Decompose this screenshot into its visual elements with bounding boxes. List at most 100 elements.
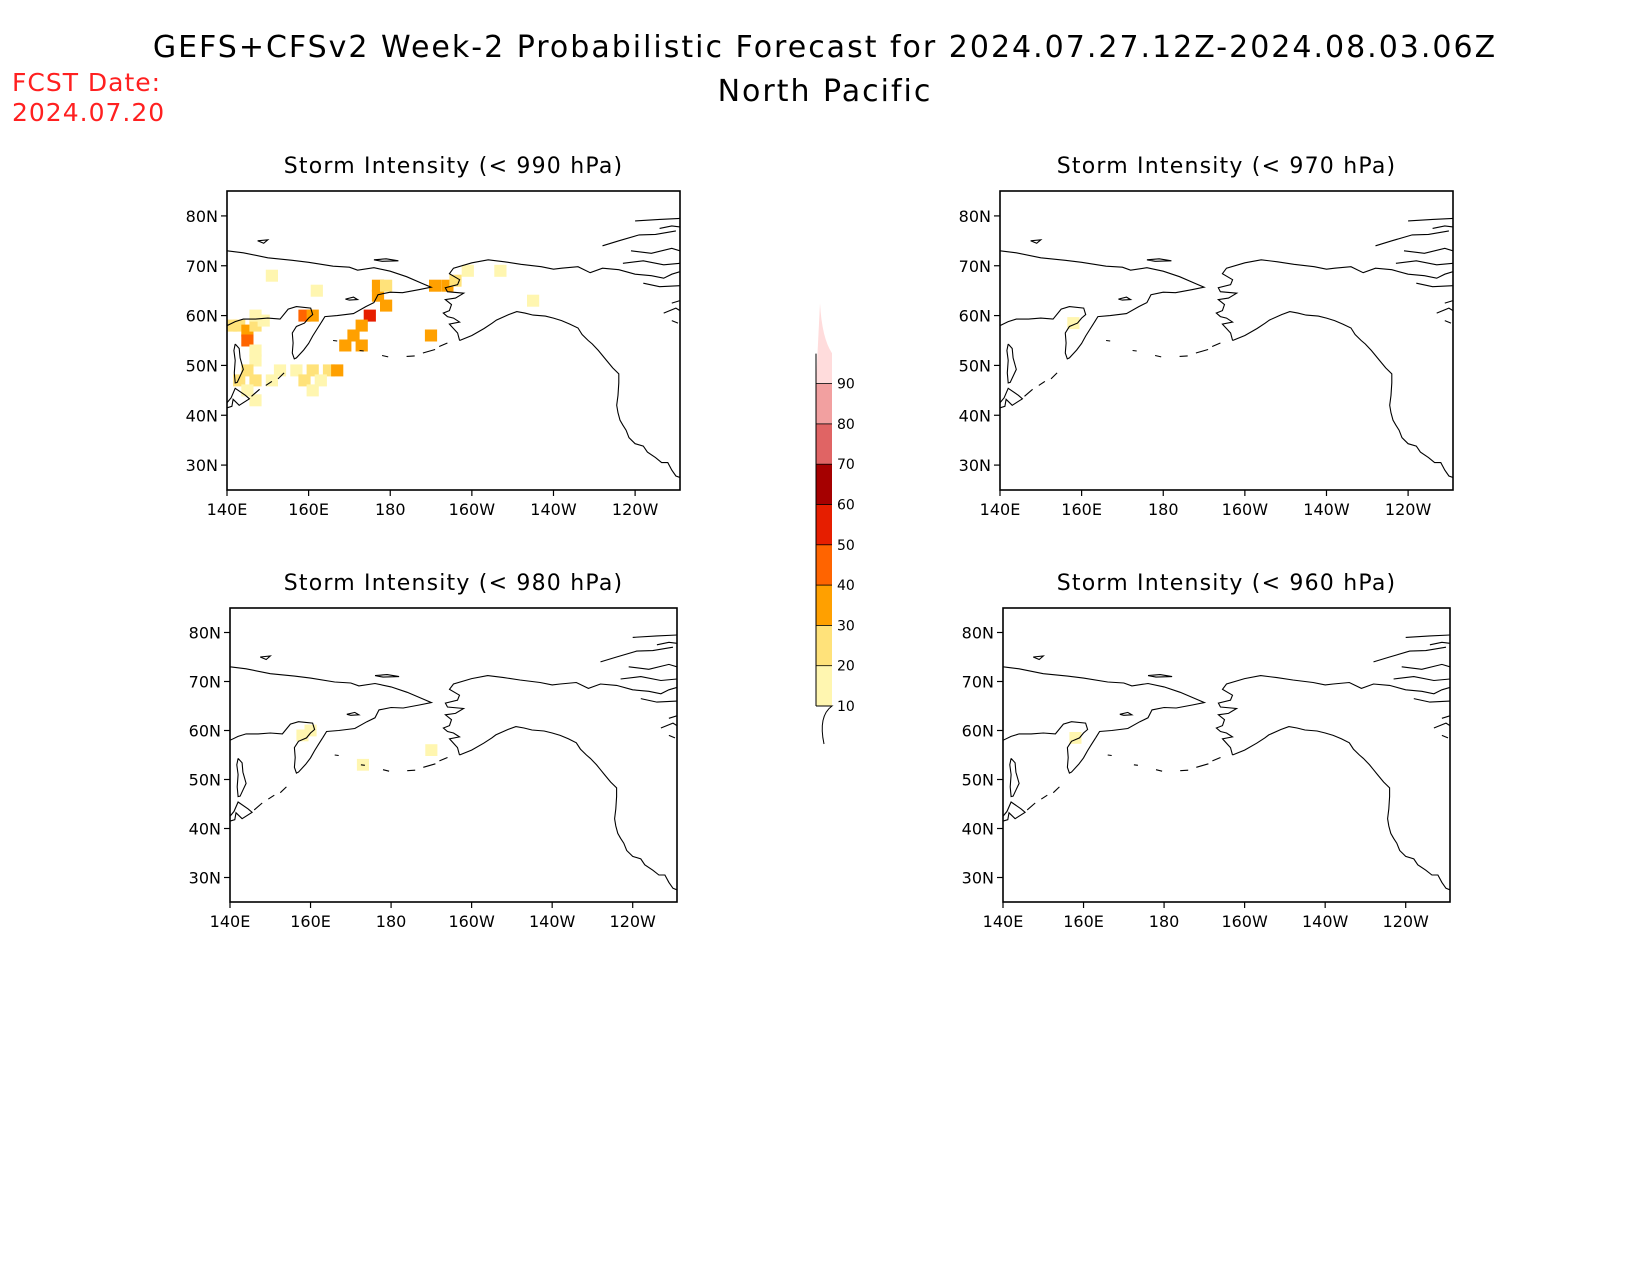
coastline — [1133, 764, 1138, 766]
coastline — [407, 769, 416, 772]
probability-cell — [314, 374, 327, 387]
fcst-date: FCST Date: 2024.07.20 — [12, 68, 165, 128]
coastline — [1038, 380, 1046, 386]
coastline — [1196, 763, 1209, 768]
probability-cell — [339, 339, 352, 352]
coastline — [439, 756, 448, 762]
coastline — [227, 387, 251, 409]
colorbar-segment — [816, 544, 832, 586]
coastline — [346, 711, 361, 716]
coastline — [602, 230, 676, 247]
probability-cell — [355, 319, 368, 332]
lat-tick-label: 50N — [186, 356, 218, 375]
coastline — [671, 300, 680, 304]
probability-cell — [249, 394, 262, 407]
lat-tick-label: 70N — [962, 673, 994, 692]
coastline — [227, 306, 322, 360]
map-frame — [229, 607, 678, 903]
coastline — [423, 763, 436, 768]
coastline — [1180, 769, 1189, 772]
coastline — [1000, 250, 1206, 324]
coastline — [1436, 307, 1453, 314]
probability-cell — [363, 309, 376, 322]
probability-cell — [290, 364, 303, 377]
lon-tick-label: 140E — [980, 500, 1021, 519]
coastline — [1433, 722, 1450, 729]
coastline — [359, 349, 364, 352]
lon-tick-label: 140E — [207, 500, 248, 519]
lat-tick-label: 40N — [959, 406, 991, 425]
coastline — [1026, 802, 1036, 811]
coastline — [1395, 260, 1453, 266]
probability-cell — [249, 354, 262, 367]
lat-tick-label: 80N — [962, 624, 994, 643]
probability-cell — [306, 364, 319, 377]
coastline — [334, 754, 339, 757]
coastline — [1215, 675, 1450, 756]
colorbar-label: 50 — [837, 538, 855, 554]
lon-tick-label: 120W — [612, 500, 659, 519]
map-panel: Storm Intensity (< 960 hPa) 140E 160E 180 16… — [962, 571, 1451, 931]
coastline — [459, 726, 677, 891]
coastline — [253, 802, 263, 811]
lat-tick-label: 50N — [189, 771, 221, 790]
coastline — [1441, 734, 1449, 739]
colorbar-segment — [816, 423, 832, 465]
colorbar-segment — [816, 464, 832, 505]
coastline — [236, 758, 247, 798]
coastline — [382, 769, 390, 772]
fcst-date-label: FCST Date: — [12, 68, 162, 97]
coastline — [1232, 311, 1453, 479]
probability-cell — [306, 309, 319, 322]
coastline — [1107, 754, 1112, 757]
coastline — [1212, 756, 1221, 762]
coastline — [1050, 372, 1058, 380]
map-frame — [226, 190, 681, 491]
lon-tick-label: 140W — [529, 912, 576, 931]
probability-cell — [241, 364, 254, 377]
probability-cell — [227, 319, 238, 332]
coastline — [422, 348, 436, 354]
probability-cell — [265, 269, 278, 282]
coastline — [1003, 721, 1097, 774]
lat-tick-label: 60N — [959, 307, 991, 326]
coastline — [233, 343, 244, 384]
lat-tick-label: 60N — [962, 722, 994, 741]
lon-tick-label: 180 — [1148, 500, 1179, 519]
lat-tick-label: 50N — [959, 356, 991, 375]
colorbar-label: 20 — [837, 659, 855, 675]
lat-tick-label: 30N — [189, 869, 221, 888]
coastline — [1030, 239, 1043, 244]
probability-cell — [310, 284, 323, 297]
coastline — [230, 801, 254, 822]
coastline — [1147, 674, 1173, 678]
coastline — [438, 342, 448, 348]
probability-cell — [355, 339, 368, 352]
colorbar-tail — [816, 705, 834, 745]
map-panel: Storm Intensity (< 970 hPa) 140E 160E 180 16… — [959, 154, 1454, 519]
coastline — [628, 663, 677, 670]
coastline — [671, 320, 679, 324]
coastline — [1441, 715, 1450, 719]
probability-cell — [241, 334, 254, 347]
coastline — [600, 646, 674, 663]
coastline — [632, 634, 677, 638]
probability-cell — [304, 724, 317, 737]
colorbar-label: 80 — [837, 417, 855, 433]
probability-cell — [461, 264, 474, 277]
coastline — [659, 225, 680, 229]
coastline — [1119, 711, 1134, 716]
coastline — [643, 282, 680, 288]
colorbar-label: 70 — [837, 457, 855, 473]
lon-tick-label: 140W — [1302, 912, 1349, 931]
coastline — [1432, 225, 1453, 229]
coastline — [1195, 348, 1209, 354]
coastline — [1413, 698, 1450, 703]
coastline — [640, 698, 677, 703]
colorbar-segment — [816, 303, 832, 384]
lat-tick-label: 40N — [186, 406, 218, 425]
coastline — [660, 722, 677, 729]
probability-cell — [298, 374, 311, 387]
lat-tick-label: 70N — [189, 673, 221, 692]
coastline — [1408, 217, 1453, 222]
